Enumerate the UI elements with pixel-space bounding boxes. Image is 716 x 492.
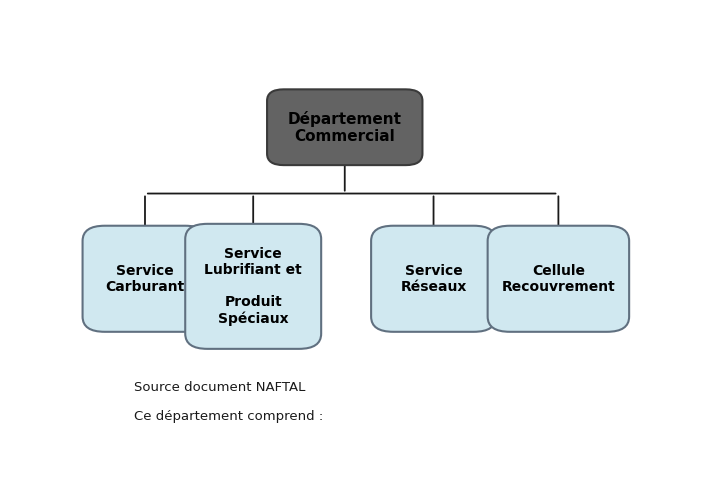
Text: Cellule
Recouvrement: Cellule Recouvrement (501, 264, 615, 294)
FancyBboxPatch shape (185, 224, 321, 349)
Text: Source document NAFTAL: Source document NAFTAL (134, 381, 305, 394)
Text: Service
Lubrifiant et

Produit
Spéciaux: Service Lubrifiant et Produit Spéciaux (204, 246, 302, 326)
Text: Département
Commercial: Département Commercial (288, 111, 402, 144)
Text: Ce département comprend :: Ce département comprend : (134, 410, 323, 423)
Text: Service
Carburant: Service Carburant (105, 264, 185, 294)
FancyBboxPatch shape (488, 226, 629, 332)
FancyBboxPatch shape (267, 90, 422, 165)
Text: Service
Réseaux: Service Réseaux (400, 264, 467, 294)
FancyBboxPatch shape (371, 226, 496, 332)
FancyBboxPatch shape (82, 226, 208, 332)
